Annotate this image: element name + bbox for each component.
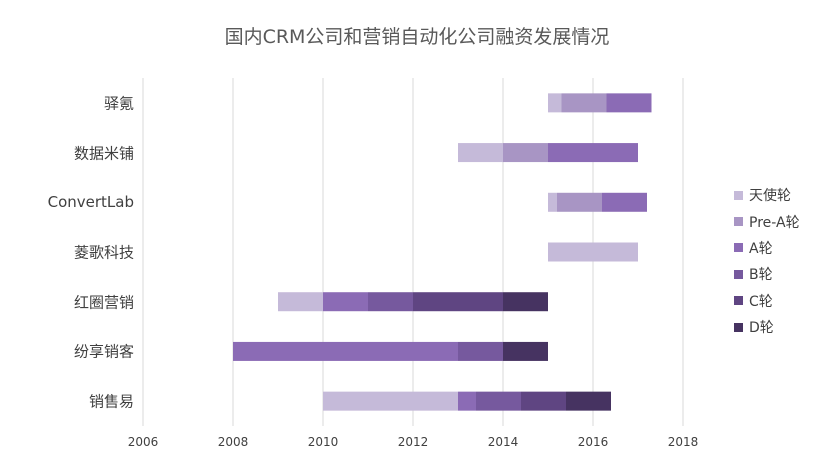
y-category-label: 驿氪: [103, 94, 134, 113]
bar-segment: [458, 391, 476, 411]
bar-segment: [476, 391, 521, 411]
bar-segment: [503, 292, 548, 312]
bar-segment: [548, 93, 562, 113]
legend-swatch: [734, 243, 743, 253]
legend-label: 天使轮: [749, 188, 791, 205]
x-tick-label: 2018: [667, 435, 699, 449]
bar-segment: [602, 192, 647, 212]
x-tick-label: 2008: [217, 435, 249, 449]
y-category-label: ConvertLab: [47, 193, 134, 212]
y-category-label: 红圈营销: [73, 293, 134, 312]
bar-segment: [458, 143, 503, 163]
legend-label: B轮: [749, 267, 773, 284]
legend-item: A轮: [734, 235, 800, 261]
legend-swatch: [734, 296, 743, 306]
x-tick-label: 2016: [577, 435, 609, 449]
bar-segment: [561, 93, 607, 113]
x-tick-label: 2006: [127, 435, 159, 449]
legend-item: Pre-A轮: [734, 208, 800, 234]
legend-swatch: [734, 217, 743, 227]
bar-segment: [503, 341, 548, 361]
legend-item: C轮: [734, 288, 800, 314]
chart-title: 国内CRM公司和营销自动化公司融资发展情况: [224, 26, 610, 48]
bar-segment: [323, 292, 368, 312]
bar-segment: [566, 391, 611, 411]
legend: 天使轮 Pre-A轮 A轮 B轮 C轮 D轮: [734, 182, 800, 340]
bar-segment: [368, 292, 413, 312]
x-tick-label: 2012: [397, 435, 429, 449]
bar-segment: [548, 143, 638, 163]
bar-segment: [606, 93, 652, 113]
bar-segment: [323, 391, 458, 411]
legend-label: C轮: [749, 293, 773, 310]
legend-item: D轮: [734, 314, 800, 340]
legend-item: B轮: [734, 261, 800, 287]
bar-segment: [458, 341, 503, 361]
bar-segment: [503, 143, 548, 163]
y-category-label: 销售易: [88, 392, 134, 411]
bar-segment: [413, 292, 503, 312]
legend-label: Pre-A轮: [749, 214, 800, 231]
bar-segment: [278, 292, 323, 312]
bar-segment: [233, 341, 458, 361]
legend-swatch: [734, 269, 743, 279]
legend-swatch: [734, 322, 743, 332]
legend-item: 天使轮: [734, 182, 800, 208]
y-category-label: 纷享销客: [73, 342, 134, 361]
legend-label: A轮: [749, 240, 773, 257]
bar-segment: [557, 192, 602, 212]
y-category-label: 菱歌科技: [73, 243, 134, 262]
x-tick-label: 2010: [307, 435, 339, 449]
y-category-label: 数据米铺: [73, 144, 134, 163]
x-tick-label: 2014: [487, 435, 519, 449]
legend-label: D轮: [749, 320, 774, 337]
bar-segment: [548, 242, 638, 262]
bar-segment: [521, 391, 566, 411]
bar-segment: [548, 192, 557, 212]
legend-swatch: [734, 190, 743, 200]
